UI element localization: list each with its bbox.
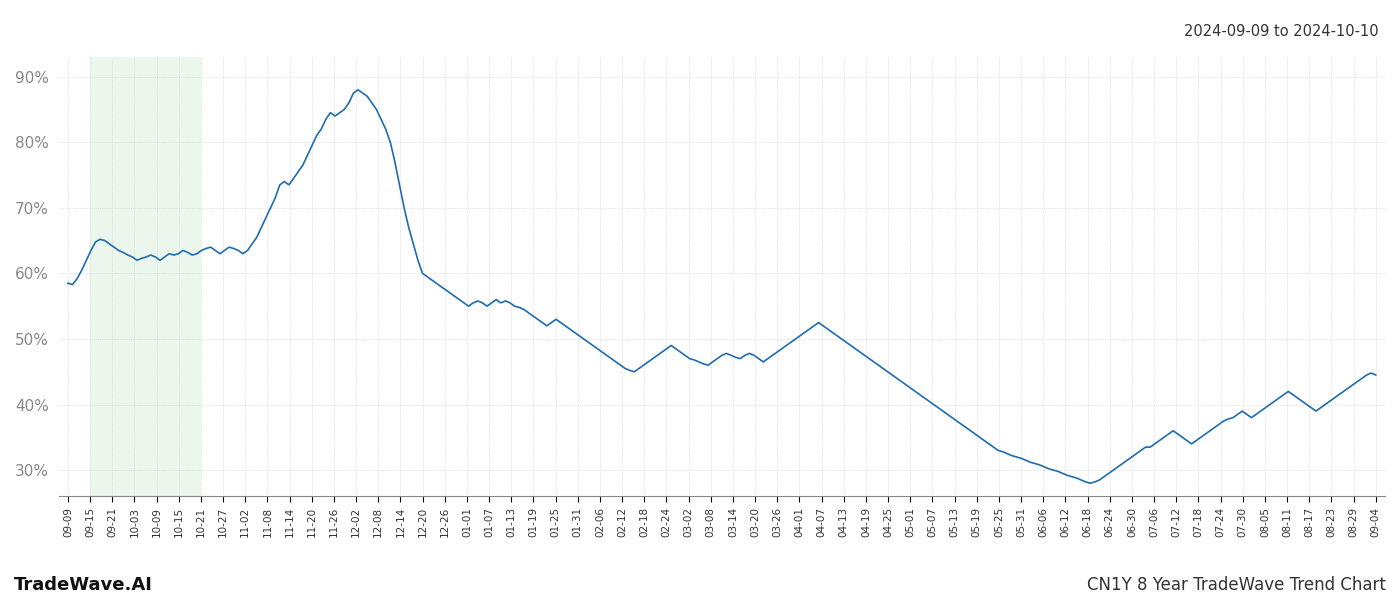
Bar <box>90 57 202 496</box>
Text: TradeWave.AI: TradeWave.AI <box>14 576 153 594</box>
Text: 2024-09-09 to 2024-10-10: 2024-09-09 to 2024-10-10 <box>1184 24 1379 39</box>
Text: CN1Y 8 Year TradeWave Trend Chart: CN1Y 8 Year TradeWave Trend Chart <box>1088 576 1386 594</box>
